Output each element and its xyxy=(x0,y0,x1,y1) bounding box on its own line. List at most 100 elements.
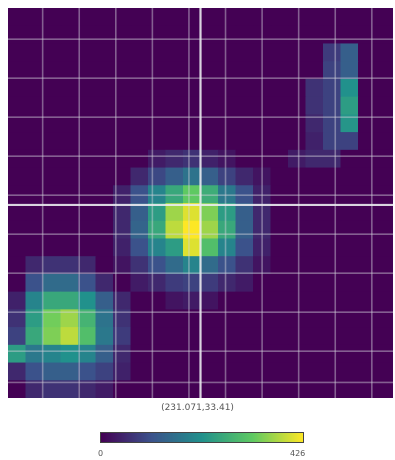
heatmap-cell xyxy=(78,114,97,133)
heatmap-cell xyxy=(148,78,167,98)
heatmap-cell xyxy=(95,238,114,257)
heatmap-cell xyxy=(8,43,27,62)
heatmap-cell xyxy=(165,167,184,186)
heatmap-cell xyxy=(113,25,132,45)
heatmap-cell xyxy=(113,238,132,257)
heatmap-cell xyxy=(375,220,393,240)
heatmap-cell xyxy=(43,185,62,204)
heatmap-cell xyxy=(78,61,97,80)
heatmap-cell xyxy=(253,96,272,115)
heatmap-cell xyxy=(305,380,324,398)
heatmap-cell xyxy=(78,203,97,222)
heatmap-cell xyxy=(305,96,324,115)
heatmap-cell xyxy=(340,8,359,27)
heatmap-cell xyxy=(305,43,324,62)
heatmap-cell xyxy=(375,380,393,398)
heatmap-cell xyxy=(60,43,79,62)
heatmap-cell xyxy=(305,185,324,204)
heatmap-cell xyxy=(25,8,44,27)
heatmap-cell xyxy=(235,309,254,328)
heatmap-cell xyxy=(165,25,184,45)
heatmap-cell xyxy=(218,238,237,257)
heatmap-cell xyxy=(43,238,62,257)
heatmap-cell xyxy=(358,167,377,186)
heatmap-cell xyxy=(113,8,132,27)
heatmap-cell xyxy=(340,362,359,381)
heatmap-viewer[interactable] xyxy=(8,8,393,398)
heatmap-cell xyxy=(375,344,393,364)
heatmap-cell xyxy=(8,167,27,186)
heatmap-cell xyxy=(8,238,27,257)
heatmap-cell xyxy=(200,238,219,257)
heatmap-plot[interactable] xyxy=(8,8,393,398)
heatmap-cell xyxy=(270,96,289,115)
heatmap-cell xyxy=(95,256,114,275)
heatmap-cell xyxy=(8,96,27,115)
heatmap-cell xyxy=(218,132,237,151)
heatmap-cell xyxy=(148,96,167,115)
heatmap-cell xyxy=(305,362,324,381)
heatmap-cell xyxy=(25,149,44,169)
heatmap-cell xyxy=(113,78,132,98)
coordinate-readout: (231.071,33.41) xyxy=(161,403,234,413)
heatmap-cell xyxy=(113,309,132,328)
heatmap-cell xyxy=(235,132,254,151)
heatmap-cell xyxy=(78,132,97,151)
heatmap-cell xyxy=(235,8,254,27)
heatmap-cell xyxy=(375,132,393,151)
heatmap-cell xyxy=(78,238,97,257)
heatmap-cell xyxy=(375,43,393,62)
heatmap-cell xyxy=(218,167,237,186)
heatmap-cell xyxy=(60,380,79,398)
heatmap-cell xyxy=(235,203,254,222)
heatmap-cell xyxy=(288,8,307,27)
heatmap-cell xyxy=(270,185,289,204)
heatmap-cell xyxy=(95,309,114,328)
heatmap-cell xyxy=(375,8,393,27)
heatmap-cell xyxy=(358,8,377,27)
heatmap-cell xyxy=(305,61,324,80)
heatmap-cell xyxy=(148,238,167,257)
heatmap-cell xyxy=(218,203,237,222)
heatmap-cell xyxy=(130,273,149,293)
heatmap-cell xyxy=(183,114,202,133)
heatmap-cell xyxy=(305,132,324,151)
heatmap-cell xyxy=(288,132,307,151)
heatmap-cell xyxy=(130,25,149,45)
heatmap-cell xyxy=(25,327,44,346)
heatmap-cell xyxy=(323,291,342,310)
heatmap-cell xyxy=(253,344,272,364)
heatmap-cell xyxy=(165,96,184,115)
heatmap-cell xyxy=(43,220,62,240)
heatmap-cell xyxy=(165,185,184,204)
heatmap-cell xyxy=(235,238,254,257)
heatmap-cell xyxy=(148,362,167,381)
heatmap-cell xyxy=(148,61,167,80)
heatmap-cell xyxy=(60,256,79,275)
heatmap-cell xyxy=(130,362,149,381)
heatmap-cell xyxy=(288,220,307,240)
heatmap-cell xyxy=(288,238,307,257)
heatmap-cell xyxy=(165,291,184,310)
heatmap-cell xyxy=(183,362,202,381)
heatmap-cell xyxy=(305,149,324,169)
heatmap-cell xyxy=(288,149,307,169)
heatmap-cell xyxy=(130,132,149,151)
heatmap-cell xyxy=(375,167,393,186)
heatmap-cell xyxy=(323,256,342,275)
heatmap-cell xyxy=(148,149,167,169)
heatmap-cell xyxy=(340,273,359,293)
heatmap-cell xyxy=(288,273,307,293)
heatmap-cell xyxy=(340,185,359,204)
heatmap-cell xyxy=(183,238,202,257)
heatmap-cell xyxy=(183,61,202,80)
heatmap-cell xyxy=(323,185,342,204)
heatmap-cell xyxy=(78,380,97,398)
heatmap-cell xyxy=(288,256,307,275)
heatmap-cell xyxy=(340,132,359,151)
heatmap-cell xyxy=(235,43,254,62)
heatmap-cell xyxy=(148,43,167,62)
heatmap-cell xyxy=(165,238,184,257)
heatmap-cell xyxy=(25,380,44,398)
heatmap-cell xyxy=(60,114,79,133)
